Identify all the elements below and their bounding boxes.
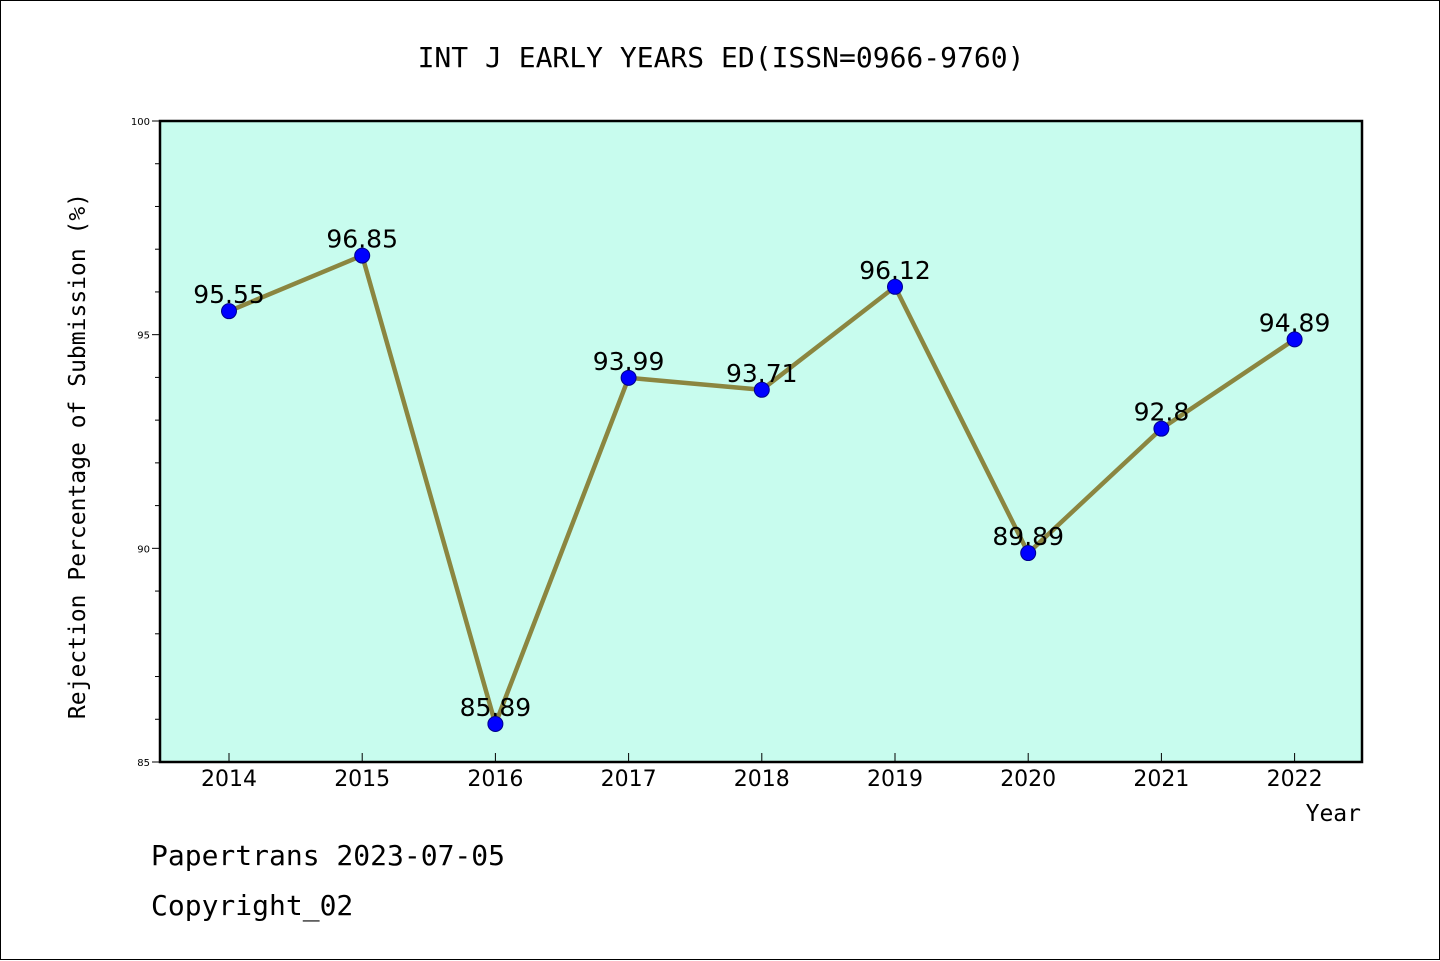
y-axis-label: Rejection Percentage of Submission (%) <box>65 193 91 719</box>
x-tick-label: 2016 <box>467 767 523 792</box>
x-tick-label: 2014 <box>201 767 257 792</box>
data-labels-layer: 95.55 96.85 85.89 93.99 93.71 96.12 89.89 92.8 9… <box>193 225 1330 722</box>
x-tick-label: 2015 <box>334 767 390 792</box>
x-tick-label: 2022 <box>1267 767 1323 792</box>
x-tick-label: 2018 <box>734 767 790 792</box>
data-point <box>887 278 903 295</box>
data-label: 89.89 <box>992 522 1064 551</box>
x-tick-label: 2019 <box>867 767 923 792</box>
data-label: 96.85 <box>326 225 398 254</box>
data-point <box>753 381 770 398</box>
y-tick-label: 95 <box>137 331 150 342</box>
data-point <box>221 303 237 320</box>
data-point <box>354 247 371 264</box>
x-tick-label: 2020 <box>1000 767 1056 792</box>
data-point <box>487 715 504 732</box>
x-tick-label: 2017 <box>601 767 657 792</box>
x-tick-label: 2021 <box>1133 767 1189 792</box>
data-label: 95.55 <box>193 280 265 309</box>
chart-title: INT J EARLY YEARS ED(ISSN=0966-9760) <box>418 41 1025 74</box>
data-point <box>1153 420 1170 437</box>
data-label: 93.71 <box>726 359 798 388</box>
data-label: 92.8 <box>1134 398 1190 427</box>
data-label: 85.89 <box>460 693 532 722</box>
plot-area <box>158 119 1364 764</box>
series-layer <box>221 247 1303 732</box>
data-point <box>620 369 637 386</box>
footer-papertrans: Papertrans 2023-07-05 <box>151 839 505 872</box>
footer-copyright: Copyright_02 <box>151 889 353 923</box>
data-point <box>1020 545 1037 562</box>
y-tick-label: 90 <box>137 544 150 555</box>
data-label: 94.89 <box>1259 308 1331 337</box>
data-label: 93.99 <box>593 347 665 376</box>
y-axis-ticks: 85 90 95 100 <box>131 117 160 769</box>
y-tick-label: 85 <box>137 758 150 769</box>
data-point <box>1286 331 1303 348</box>
x-axis-ticks: 2014 2015 2016 2017 2018 2019 2020 2021 2022 <box>201 753 1323 792</box>
data-label: 96.12 <box>859 256 931 285</box>
y-tick-label: 100 <box>131 117 150 128</box>
x-axis-label: Year <box>1306 801 1361 827</box>
